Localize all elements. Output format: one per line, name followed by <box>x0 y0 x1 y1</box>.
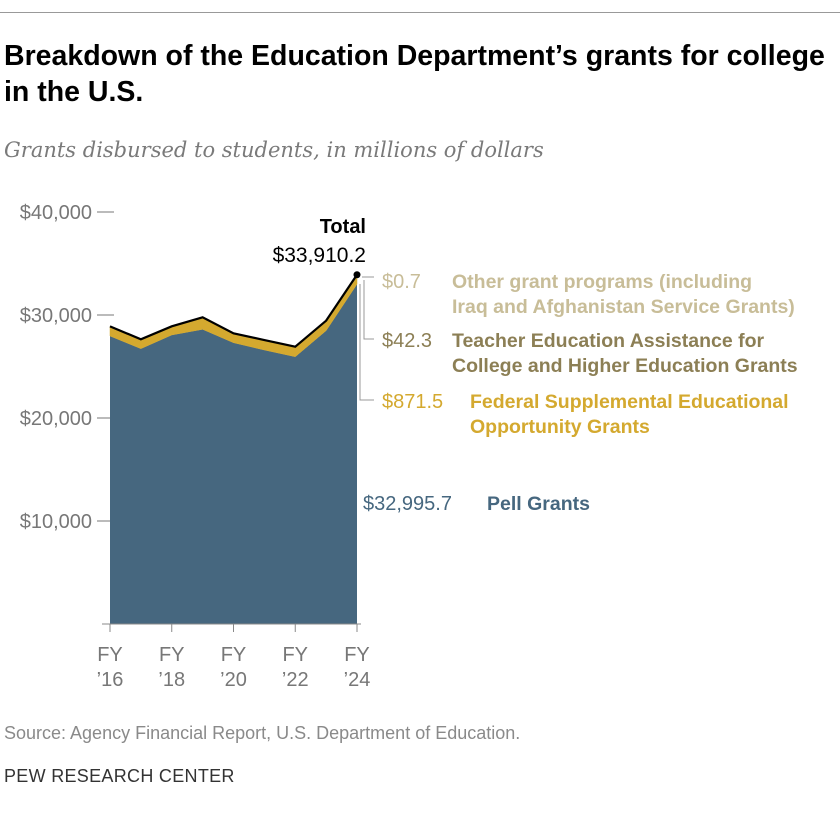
x-tick-label: ’22 <box>282 669 309 691</box>
x-tick-label: ’18 <box>158 669 185 691</box>
x-tick-label: FY <box>159 644 185 666</box>
x-tick-label: ’24 <box>344 669 371 691</box>
series-name-label: Other grant programs (including Iraq and … <box>452 271 795 318</box>
x-tick-label: FY <box>344 644 370 666</box>
leader-teach <box>363 280 374 340</box>
series-value-label: $32,995.7 <box>363 493 452 515</box>
x-tick-label: ’16 <box>97 669 124 691</box>
x-tick-label: ’20 <box>220 669 247 691</box>
top-rule <box>0 12 840 13</box>
series-name-label: Pell Grants <box>487 493 590 515</box>
y-tick-label: $40,000 <box>20 202 92 224</box>
y-tick-label: $30,000 <box>20 305 92 327</box>
total-point <box>353 271 361 279</box>
footer-brand: PEW RESEARCH CENTER <box>4 766 235 786</box>
series-value-label: $42.3 <box>382 330 432 352</box>
x-tick-label: FY <box>97 644 123 666</box>
leader-fseog <box>359 284 374 401</box>
total-label: Total <box>320 216 366 238</box>
chart-subtitle: Grants disbursed to students, in million… <box>4 138 544 162</box>
series-value-label: $0.7 <box>382 271 421 293</box>
y-tick-label: $20,000 <box>20 408 92 430</box>
y-tick-label: $10,000 <box>20 511 92 533</box>
x-tick-label: FY <box>282 644 308 666</box>
source-note: Source: Agency Financial Report, U.S. De… <box>4 723 521 743</box>
series-name-label: Federal Supplemental Educational Opportun… <box>470 391 789 438</box>
total-value: $33,910.2 <box>273 244 366 267</box>
series-name-label: Teacher Education Assistance for College … <box>452 330 798 377</box>
series-value-label: $871.5 <box>382 391 443 413</box>
area-pell <box>110 284 357 624</box>
x-tick-label: FY <box>221 644 247 666</box>
chart-title: Breakdown of the Education Department’s … <box>4 40 825 108</box>
total-line <box>109 274 358 348</box>
